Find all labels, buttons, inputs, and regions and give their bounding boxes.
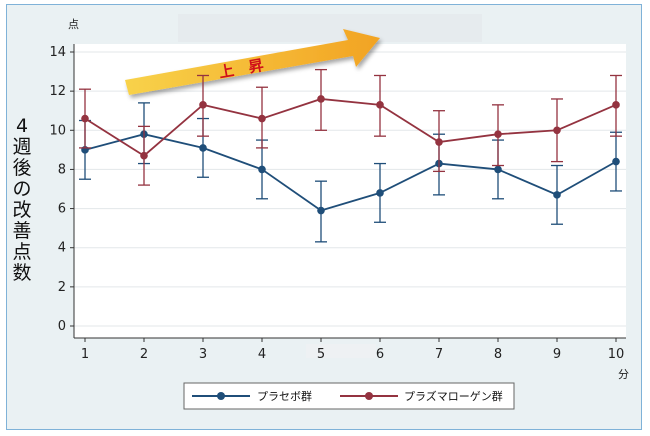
y-tick-label: 8 [58,162,66,177]
y-tick-label: 0 [58,319,66,334]
y-axis-label-char: 善 [12,220,31,242]
x-tick-label: 3 [199,347,207,362]
data-point [199,144,207,152]
y-tick-label: 6 [58,202,66,217]
data-point [317,95,325,103]
data-point [140,151,148,160]
x-tick-label: 2 [140,347,148,362]
data-point [376,101,384,109]
data-point [81,114,89,123]
y-axis-label-char: 4 [16,115,28,137]
series-plasmalogen [79,68,622,186]
series-line [84,133,617,212]
legend-plasmalogen-label: プラズマローゲン群 [404,389,503,403]
x-unit-label: 分 [618,368,629,381]
x-tick-label: 4 [258,347,266,362]
data-point [553,126,561,135]
x-tick-label: 5 [317,347,325,362]
legend-placebo-marker [217,392,225,400]
data-point [435,138,443,146]
series-line [84,98,617,157]
y-unit-label: 点 [68,18,79,31]
data-point [199,101,207,109]
legend-placebo-label: プラセボ群 [257,389,312,403]
legend-plasmalogen-marker [365,392,373,400]
header-band [178,14,482,42]
data-point [258,114,266,123]
arrow-shape [125,29,380,95]
y-axis-label-char: 改 [12,199,31,221]
footer-band [306,344,376,358]
y-axis-label-char: 点 [12,241,31,263]
y-axis-label-char: 後 [12,157,31,179]
x-tick-label: 7 [435,347,443,362]
y-axis-label-char: の [12,178,31,200]
series [79,68,622,243]
x-tick-label: 9 [553,347,561,362]
x-tick-label: 10 [608,347,625,362]
y-tick-label: 12 [49,84,66,99]
data-point [612,101,620,109]
x-tick-label: 8 [494,347,502,362]
data-point [494,130,502,138]
x-tick-label: 1 [81,347,89,362]
y-tick-label: 10 [49,123,66,138]
data-point [258,165,266,174]
y-tick-label: 4 [58,241,66,256]
rise-arrow-annotation [125,29,380,95]
y-axis-label-char: 週 [12,136,31,158]
y-tick-label: 2 [58,280,66,295]
y-tick-label: 14 [49,45,66,60]
data-point [612,157,620,166]
data-point [553,191,561,199]
data-point [494,165,502,174]
plot-area [74,44,626,338]
data-point [317,206,325,215]
axes [70,44,626,342]
x-tick-label: 6 [376,347,384,362]
legend: プラセボ群 プラズマローゲン群 [183,382,515,410]
data-point [376,189,384,197]
y-axis-label-char: 数 [12,262,31,284]
